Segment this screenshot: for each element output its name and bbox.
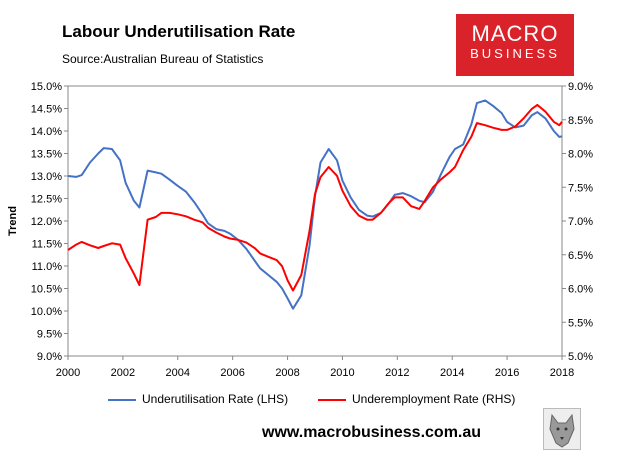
x-tick-label: 2008 — [275, 367, 299, 379]
y-right-tick-label: 7.5% — [568, 182, 593, 194]
logo-line1: MACRO — [471, 21, 559, 46]
x-tick-label: 2016 — [495, 367, 519, 379]
chart-title: Labour Underutilisation Rate — [62, 22, 296, 41]
logo-line2: BUSINESS — [470, 46, 560, 61]
y-left-tick-label: 13.0% — [31, 171, 62, 183]
x-tick-label: 2000 — [56, 367, 80, 379]
y-right-tick-label: 8.0% — [568, 149, 593, 161]
chart-source: Source:Australian Bureau of Statistics — [62, 52, 264, 66]
y-left-tick-label: 10.5% — [31, 284, 62, 296]
wolf-logo-icon — [543, 408, 581, 450]
legend-label-underemployment: Underemployment Rate (RHS) — [352, 392, 516, 406]
y-right-tick-label: 9.0% — [568, 81, 593, 93]
legend-swatch-red — [318, 398, 346, 401]
y-right-tick-label: 5.0% — [568, 351, 593, 363]
x-tick-label: 2006 — [220, 367, 244, 379]
legend-item-underemployment: Underemployment Rate (RHS) — [318, 392, 515, 406]
y-left-tick-label: 13.5% — [31, 149, 62, 161]
y-left-tick-label: 10.0% — [31, 306, 62, 318]
y-left-tick-label: 11.5% — [32, 239, 63, 251]
y-right-tick-label: 6.5% — [568, 250, 593, 262]
y-right-tick-label: 6.0% — [568, 284, 593, 296]
y-right-tick-label: 7.0% — [568, 216, 593, 228]
y-left-tick-label: 11.0% — [32, 261, 63, 273]
x-tick-label: 2018 — [550, 367, 574, 379]
legend-item-underutilisation: Underutilisation Rate (LHS) — [108, 392, 288, 406]
y-left-tick-label: 14.0% — [31, 126, 62, 138]
y-right-tick-label: 8.5% — [568, 115, 593, 127]
series-line-underemployment — [67, 103, 563, 292]
y-right-tick-label: 5.5% — [568, 317, 593, 329]
macrobusiness-logo: MACRO BUSINESS — [456, 14, 574, 76]
footer-url: www.macrobusiness.com.au — [262, 424, 482, 441]
x-tick-label: 2010 — [330, 367, 354, 379]
y-left-tick-label: 12.5% — [31, 194, 62, 206]
series-line-underutilisation — [67, 99, 563, 310]
legend-label-underutilisation: Underutilisation Rate (LHS) — [142, 392, 289, 406]
y-left-tick-label: 14.5% — [31, 104, 62, 116]
x-tick-label: 2002 — [111, 367, 135, 379]
y-left-tick-label: 9.0% — [37, 351, 62, 363]
x-tick-label: 2004 — [166, 367, 190, 379]
y-left-tick-label: 12.0% — [31, 216, 62, 228]
x-tick-label: 2014 — [440, 367, 464, 379]
legend-swatch-blue — [108, 398, 136, 401]
x-tick-label: 2012 — [385, 367, 409, 379]
y-axis-label: Trend — [7, 206, 19, 236]
y-left-tick-label: 15.0% — [31, 81, 62, 93]
y-left-tick-label: 9.5% — [37, 329, 62, 341]
